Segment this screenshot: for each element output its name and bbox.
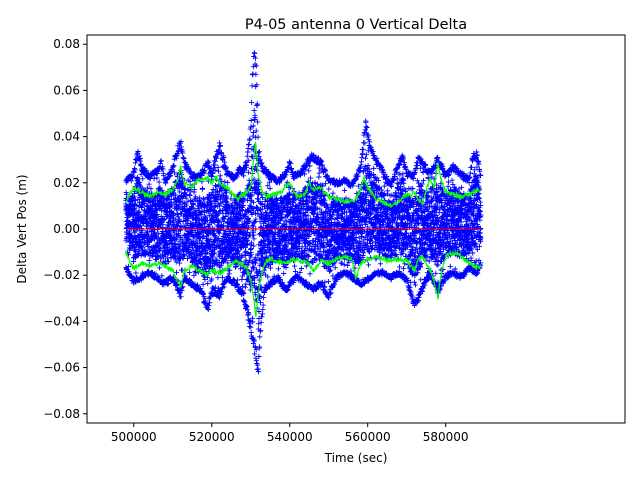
x-axis-title: Time (sec) — [324, 451, 388, 465]
scatter-plus-markers — [123, 50, 484, 375]
y-axis-title: Delta Vert Pos (m) — [15, 174, 29, 283]
x-tick-label: 580000 — [423, 430, 469, 444]
x-tick-label: 520000 — [189, 430, 235, 444]
x-tick-label: 500000 — [111, 430, 157, 444]
y-tick-label: −0.04 — [43, 314, 80, 328]
lower-envelope-line — [125, 249, 482, 317]
y-tick-label: 0.00 — [53, 222, 80, 236]
x-axis: 500000 520000 540000 560000 580000 — [111, 423, 469, 444]
envelope-lines — [125, 141, 482, 317]
y-tick-label: 0.06 — [53, 83, 80, 97]
y-axis: −0.08 −0.06 −0.04 −0.02 0.00 0.02 0.04 0.06 0.08 — [43, 37, 87, 421]
y-tick-label: −0.08 — [43, 407, 80, 421]
chart-title: P4-05 antenna 0 Vertical Delta — [245, 17, 467, 33]
y-tick-label: −0.06 — [43, 361, 80, 375]
y-tick-label: 0.04 — [53, 130, 80, 144]
upper-envelope-line — [125, 141, 481, 208]
y-tick-label: −0.02 — [43, 268, 80, 282]
x-tick-label: 560000 — [345, 430, 391, 444]
y-tick-label: 0.02 — [53, 176, 80, 190]
y-tick-label: 0.08 — [53, 37, 80, 51]
scatter-points — [123, 50, 484, 375]
plot-area — [123, 50, 484, 375]
x-tick-label: 540000 — [267, 430, 313, 444]
